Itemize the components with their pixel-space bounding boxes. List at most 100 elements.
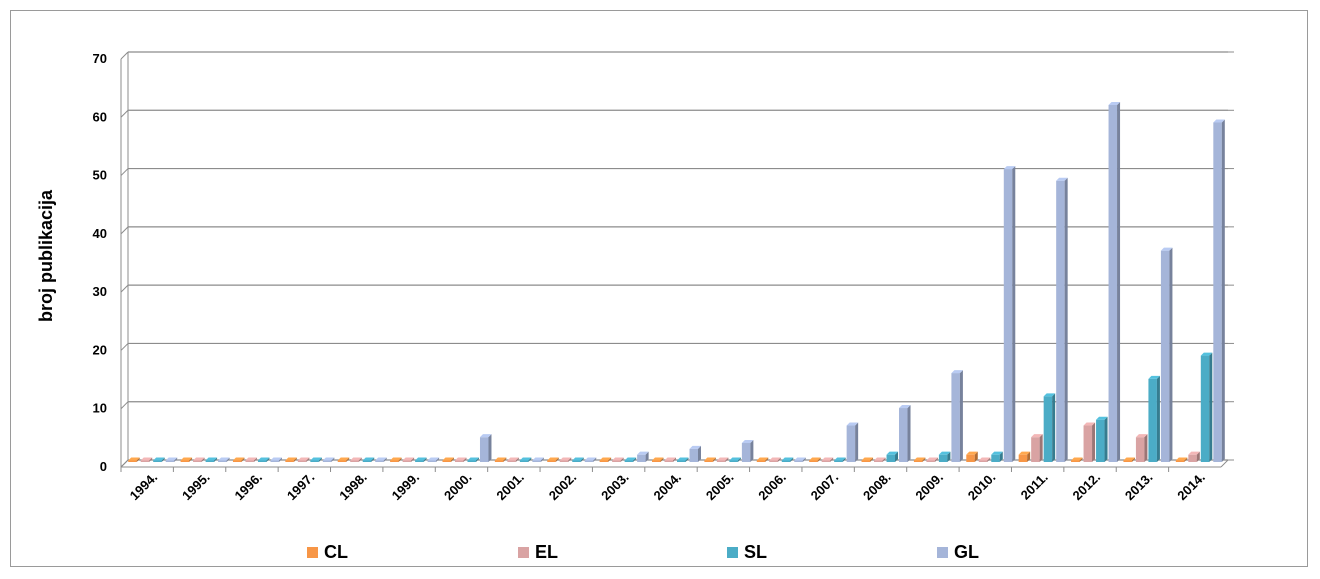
bar-top-SL-2003. [624, 457, 637, 461]
chart-frame [10, 10, 1308, 567]
x-tick-label: 2011. [1018, 470, 1051, 503]
bar-SL-2009. [938, 454, 948, 462]
x-tick-label: 2012. [1070, 470, 1104, 504]
bar-top-SL-2005. [729, 457, 741, 461]
bar-top-GL-1994. [165, 457, 178, 461]
bar-GL-1996. [270, 460, 279, 462]
bar-GL-2009. [951, 373, 960, 462]
bar-CL-2008. [861, 460, 871, 462]
bar-GL-2012. [1108, 104, 1118, 462]
bar-side-SL-2004. [685, 457, 689, 462]
bar-side-CL-2011. [1027, 451, 1031, 462]
bar-side-GL-2011. [1064, 177, 1068, 462]
bar-top-SL-1998. [362, 457, 375, 461]
bar-EL-2014. [1188, 454, 1197, 462]
x-tick-label: 2000. [441, 470, 475, 504]
legend-swatch-SL [727, 547, 738, 558]
bar-side-EL-1997. [306, 457, 310, 462]
bar-SL-2003. [624, 460, 634, 462]
bar-side-GL-2012. [1117, 101, 1121, 462]
bar-side-GL-1996. [278, 457, 282, 462]
bar-side-SL-1999. [423, 457, 427, 462]
bar-side-SL-1998. [371, 457, 375, 462]
bar-GL-2008. [899, 408, 908, 462]
bar-SL-2014. [1200, 355, 1210, 462]
bar-top-CL-2001. [494, 457, 507, 461]
bar-top-CL-2011. [1018, 451, 1031, 455]
bar-SL-2006. [781, 460, 791, 462]
bar-side-EL-2000. [463, 457, 467, 462]
x-tick-label: 1995. [179, 470, 213, 504]
bar-top-EL-2005. [716, 457, 729, 461]
bar-GL-1998. [375, 460, 384, 462]
y-axis-label: broj publikacija [36, 189, 56, 322]
bar-SL-2002. [572, 460, 581, 462]
bar-top-EL-1997. [297, 457, 310, 461]
bar-side-GL-2006. [802, 457, 806, 462]
bar-top-EL-2007. [821, 457, 834, 461]
x-tick-label: 2002. [546, 470, 580, 504]
bar-EL-2006. [769, 460, 778, 462]
bar-GL-2014. [1213, 122, 1222, 462]
bar-side-EL-1995. [201, 457, 205, 462]
bar-side-GL-2002. [593, 457, 597, 462]
bar-side-SL-1995. [214, 457, 218, 462]
bar-top-CL-2009. [913, 457, 926, 461]
y-tick-label: 40 [93, 226, 107, 241]
bar-side-SL-2009. [947, 451, 951, 462]
y-tick-label: 70 [93, 51, 107, 66]
bar-top-EL-2008. [874, 457, 886, 461]
bar-CL-2012. [1071, 460, 1080, 462]
bar-side-GL-2007. [855, 422, 859, 462]
bar-side-CL-2010. [974, 451, 978, 462]
bar-top-EL-2004. [664, 457, 676, 461]
bar-CL-2006. [756, 460, 766, 462]
bar-top-GL-2013. [1160, 247, 1173, 251]
bar-SL-1997. [310, 460, 319, 462]
bar-SL-2011. [1043, 396, 1053, 462]
x-tick-label: 1997. [284, 470, 318, 504]
y-tick-label: 50 [93, 168, 107, 183]
legend-label-GL: GL [954, 542, 979, 562]
bar-side-EL-2012. [1092, 422, 1096, 462]
bar-top-EL-1999. [402, 457, 415, 461]
bar-side-CL-1994. [136, 457, 140, 462]
bar-EL-1997. [297, 460, 307, 462]
bar-top-SL-1996. [257, 457, 270, 461]
bar-side-GL-2005. [750, 440, 754, 462]
x-tick-label: 2006. [755, 470, 789, 504]
bar-side-EL-2001. [515, 457, 519, 462]
bar-SL-1996. [257, 460, 267, 462]
x-tick-label: 2010. [965, 470, 999, 504]
bar-SL-1994. [153, 460, 162, 462]
bar-CL-2007. [809, 460, 818, 462]
bar-side-SL-2013. [1156, 375, 1160, 462]
x-tick-label: 2003. [598, 470, 632, 504]
bar-side-CL-2005. [712, 457, 716, 462]
bar-top-CL-1997. [285, 457, 297, 461]
bar-side-GL-2010. [1012, 166, 1016, 463]
gridline-side [120, 459, 129, 468]
bar-top-EL-2001. [507, 457, 519, 461]
bar-SL-2010. [991, 454, 1000, 462]
bar-top-GL-2011. [1056, 177, 1068, 181]
bar-side-SL-1997. [318, 457, 322, 462]
bar-side-EL-2005. [725, 457, 729, 462]
bar-top-CL-1995. [180, 457, 193, 461]
bar-top-GL-1995. [218, 457, 230, 461]
bar-side-CL-1999. [398, 457, 402, 462]
bar-top-GL-2008. [899, 405, 911, 409]
bar-GL-2004. [689, 448, 698, 462]
bar-side-CL-2009. [922, 457, 926, 462]
bar-SL-2005. [729, 460, 738, 462]
bar-top-GL-2010. [1003, 166, 1016, 170]
x-tick-label: 2007. [808, 470, 842, 504]
bar-EL-2008. [874, 460, 883, 462]
bar-top-GL-1997. [322, 457, 335, 461]
x-tick-label: 2014. [1174, 470, 1208, 504]
bar-top-CL-2002. [547, 457, 559, 461]
bar-side-SL-2014. [1209, 352, 1213, 462]
bar-top-GL-1998. [375, 457, 387, 461]
x-tick-label: 1994. [127, 470, 161, 504]
bar-side-CL-2002. [555, 457, 559, 462]
